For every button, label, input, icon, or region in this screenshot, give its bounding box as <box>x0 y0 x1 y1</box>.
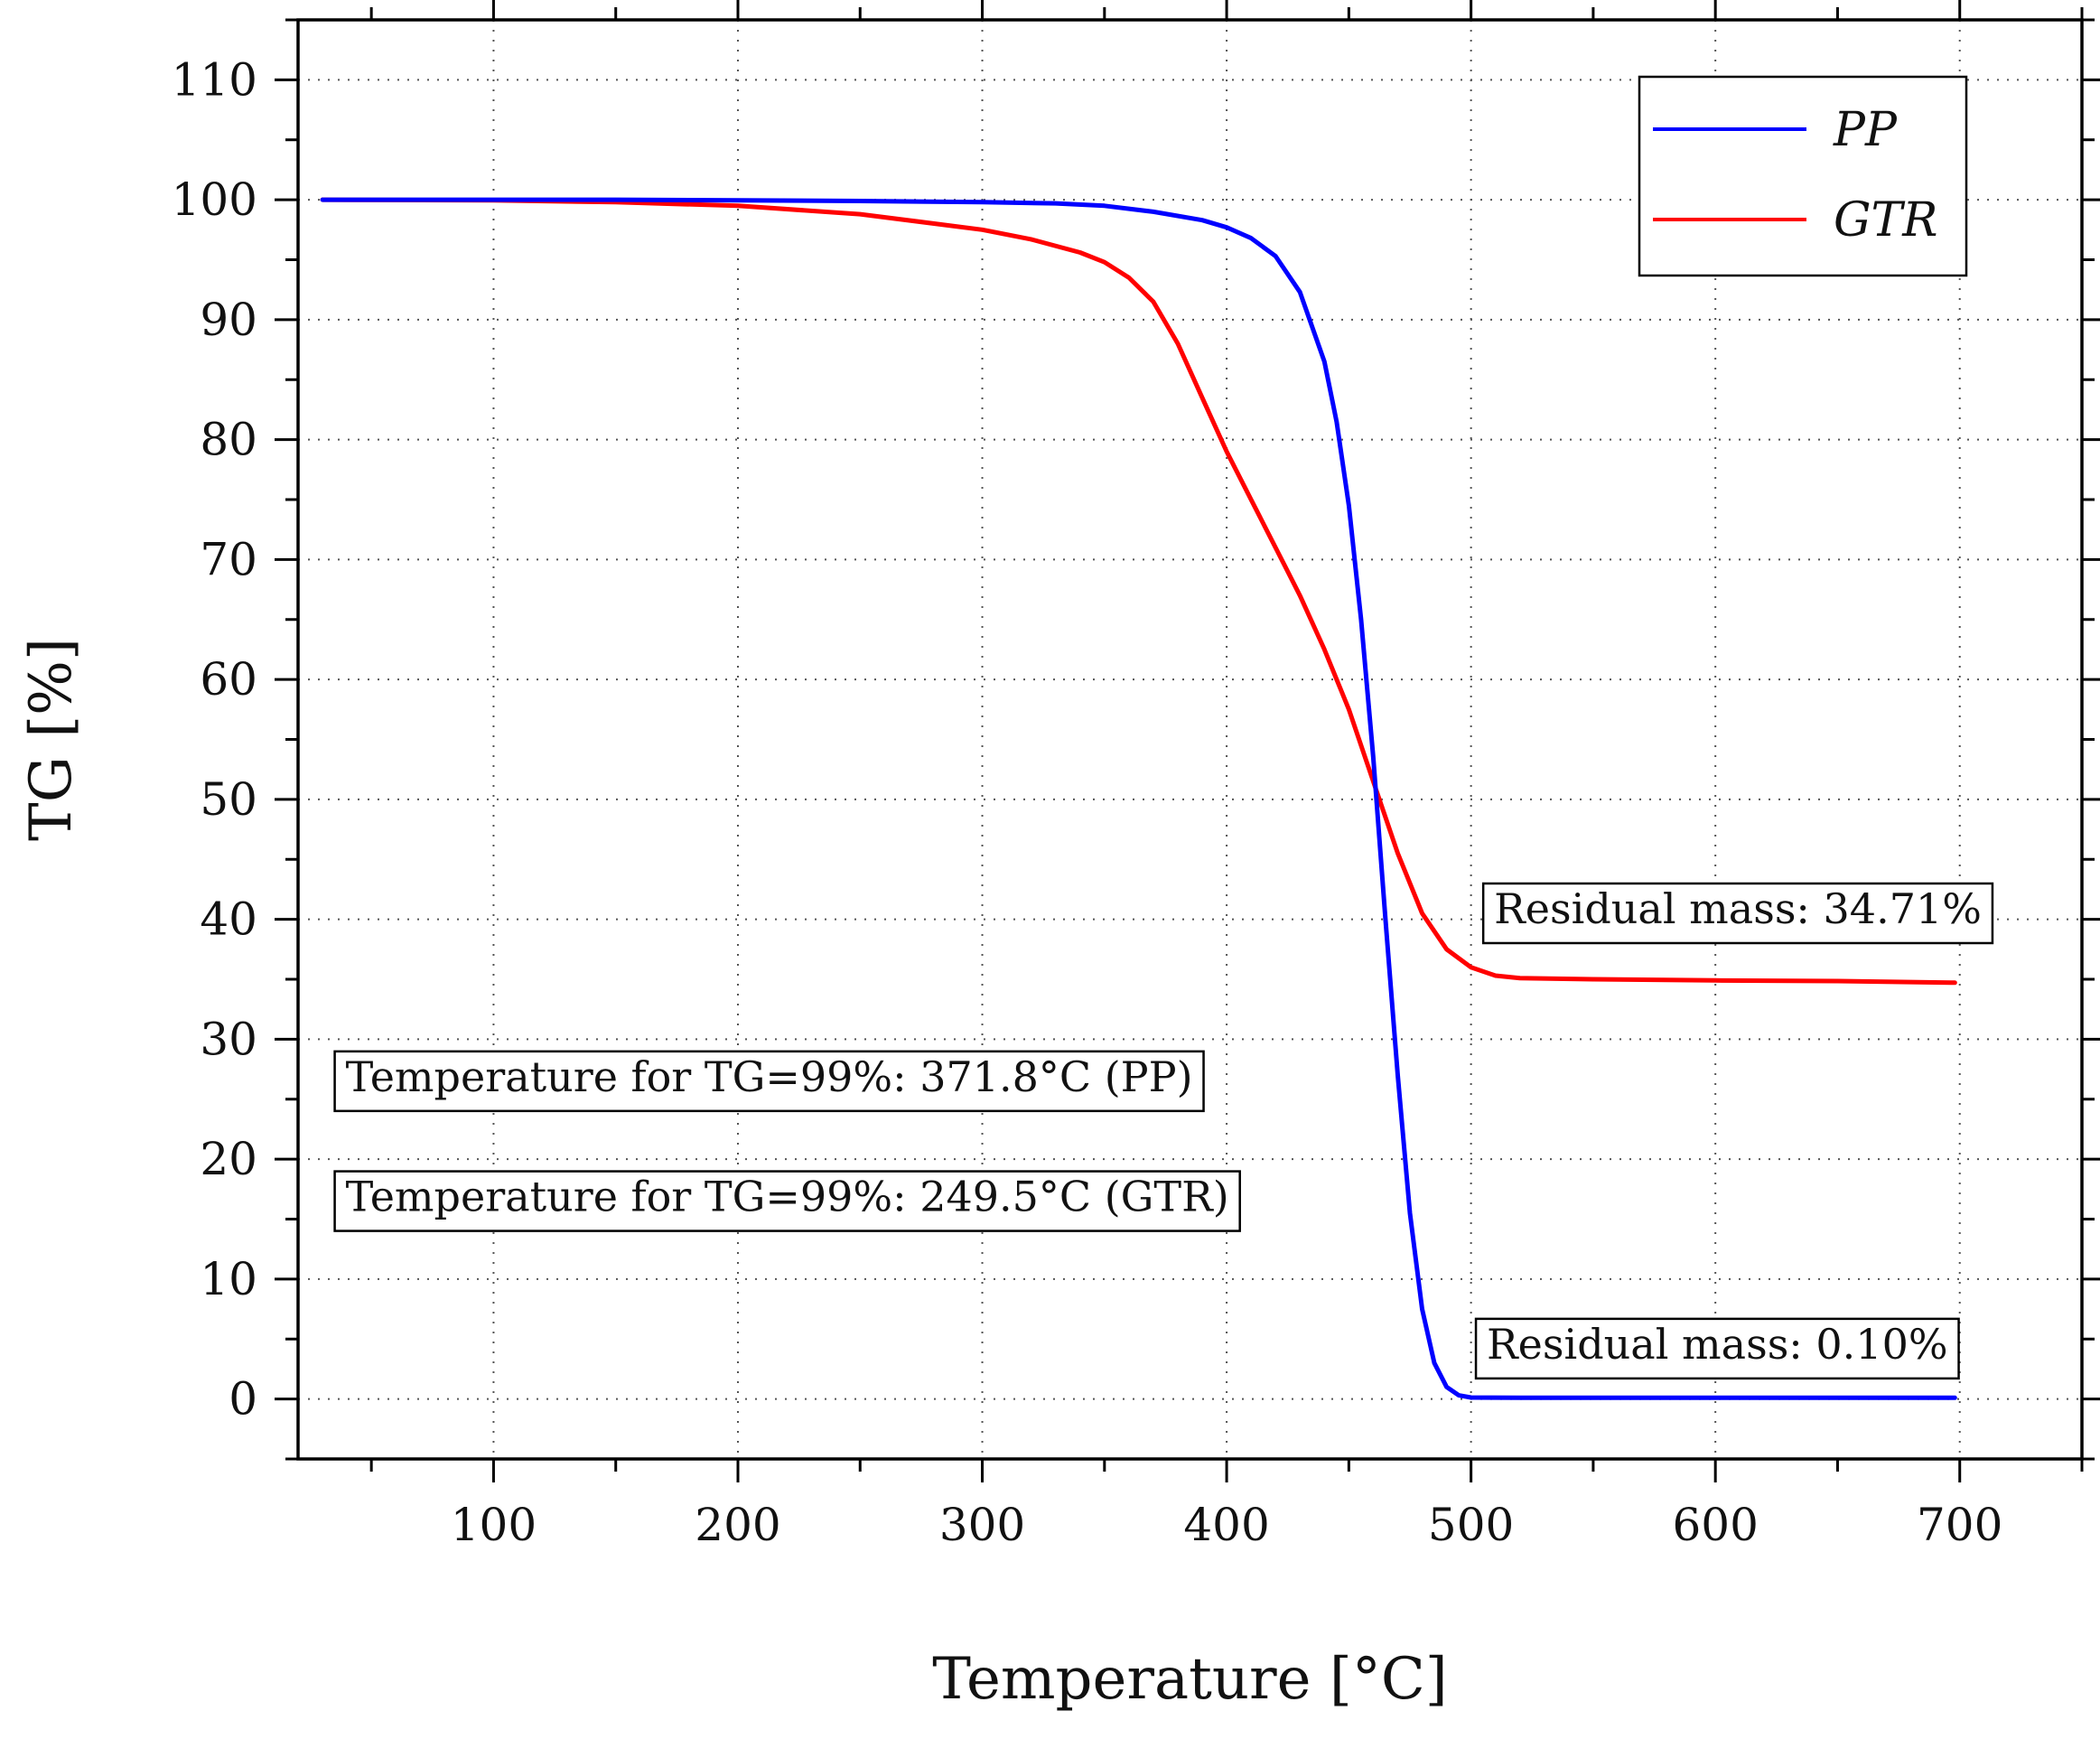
annotation-box <box>333 1170 1241 1232</box>
y-tick-label: 40 <box>200 893 257 946</box>
y-tick-label: 70 <box>200 533 257 585</box>
legend: PP GTR <box>1638 75 1968 277</box>
annotation-box <box>1474 1317 1960 1380</box>
axis-tick-labels: 100 200 300 400 500 600 700 0 10 20 30 40 50 60 70 80 90… <box>172 53 2003 1551</box>
annotation-temp99-gtr: Temperature for TG=99%: 249.5°C (GTR) <box>333 1170 1241 1232</box>
axis-ticks <box>275 0 2100 1482</box>
y-tick-label: 80 <box>200 414 257 466</box>
annotation-text-residual-pp: Residual mass: 0.10% <box>1487 1320 1948 1369</box>
x-tick-label: 300 <box>939 1499 1025 1551</box>
series-line-pp <box>320 197 1957 1400</box>
y-tick-label: 10 <box>200 1253 257 1305</box>
series-line-gtr <box>320 197 1957 986</box>
x-tick-label: 100 <box>451 1499 537 1551</box>
x-tick-label: 600 <box>1672 1499 1758 1551</box>
annotation-text-temp99-gtr: Temperature for TG=99%: 249.5°C (GTR) <box>346 1173 1229 1221</box>
y-axis-title: TG [%] <box>18 638 85 841</box>
x-tick-label: 700 <box>1917 1499 2002 1551</box>
y-tick-label: 0 <box>229 1373 257 1426</box>
x-axis-title: Temperature [°C] <box>932 1646 1448 1713</box>
annotation-text-residual-gtr: Residual mass: 34.71% <box>1494 884 1982 933</box>
annotation-temp99-pp: Temperature for TG=99%: 371.8°C (PP) <box>333 1050 1205 1113</box>
y-tick-label: 110 <box>172 53 257 106</box>
annotation-box <box>333 1050 1205 1113</box>
annotation-residual-pp: Residual mass: 0.10% <box>1474 1317 1960 1380</box>
y-tick-label: 50 <box>200 773 257 826</box>
annotation-residual-gtr: Residual mass: 34.71% <box>1481 882 1994 945</box>
x-tick-label: 500 <box>1428 1499 1514 1551</box>
y-tick-label: 100 <box>172 173 257 226</box>
legend-label-pp: PP <box>1833 103 1898 157</box>
y-tick-label: 60 <box>200 653 257 706</box>
x-tick-label: 200 <box>695 1499 780 1551</box>
y-tick-label: 90 <box>200 294 257 346</box>
annotations: Residual mass: 34.71% Residual mass: 0.1… <box>333 882 1994 1380</box>
legend-label-gtr: GTR <box>1834 193 1937 248</box>
x-tick-label: 400 <box>1183 1499 1269 1551</box>
annotation-text-temp99-pp: Temperature for TG=99%: 371.8°C (PP) <box>346 1052 1193 1101</box>
legend-box <box>1638 75 1968 277</box>
annotation-box <box>1481 882 1994 945</box>
y-tick-label: 30 <box>200 1013 257 1065</box>
series-layer <box>320 197 1957 1400</box>
y-tick-label: 20 <box>200 1133 257 1185</box>
